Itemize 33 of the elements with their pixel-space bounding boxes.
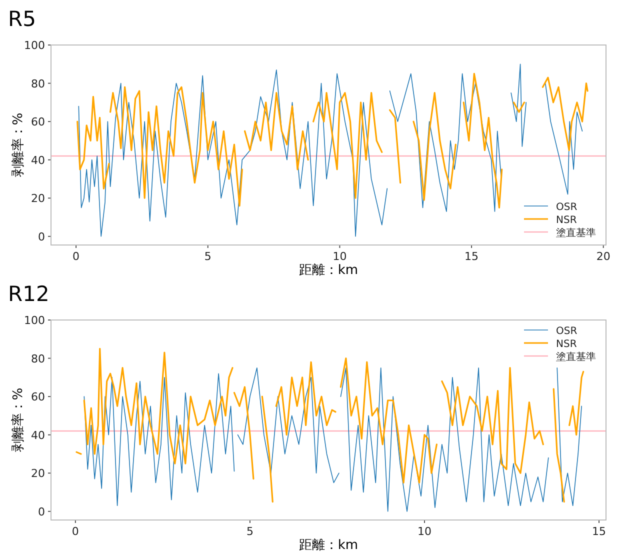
y-tick-label: 20 [31,467,45,480]
legend-label: OSR [556,326,578,337]
y-tick-label: 0 [38,230,45,244]
y-tick-label: 80 [31,77,45,90]
chart-title: R5 [8,7,36,31]
x-tick-label: 15 [464,250,479,263]
legend-label: OSR [556,202,578,213]
x-tick-label: 5 [204,250,212,263]
y-tick-label: 80 [31,352,45,366]
y-tick-label: 40 [31,428,45,442]
y-axis-title: 剥離率：% [10,112,26,178]
chart-title: R12 [8,282,50,306]
y-tick-label: 20 [31,192,45,206]
y-tick-label: 60 [31,116,45,129]
legend-label: NSR [556,215,577,226]
x-tick-label: 15 [592,525,606,538]
legend-label: 塗直基準 [556,227,596,239]
x-tick-label: 0 [72,525,79,538]
y-axis-title: 剥離率：% [10,388,26,452]
x-axis-title: 距離：km [298,538,358,553]
x-axis-title: 距離：km [298,263,358,278]
legend-label: 塗直基準 [556,351,596,363]
y-tick-label: 100 [24,314,45,327]
y-tick-label: 40 [31,154,45,167]
legend-label: NSR [556,339,577,350]
y-tick-label: 60 [31,390,45,404]
x-tick-label: 10 [417,525,432,538]
x-tick-label: 20 [596,250,610,263]
y-tick-label: 100 [24,39,45,52]
x-tick-label: 0 [72,250,80,263]
x-tick-label: 10 [332,250,347,263]
x-tick-label: 5 [246,525,254,538]
y-tick-label: 0 [38,505,45,518]
